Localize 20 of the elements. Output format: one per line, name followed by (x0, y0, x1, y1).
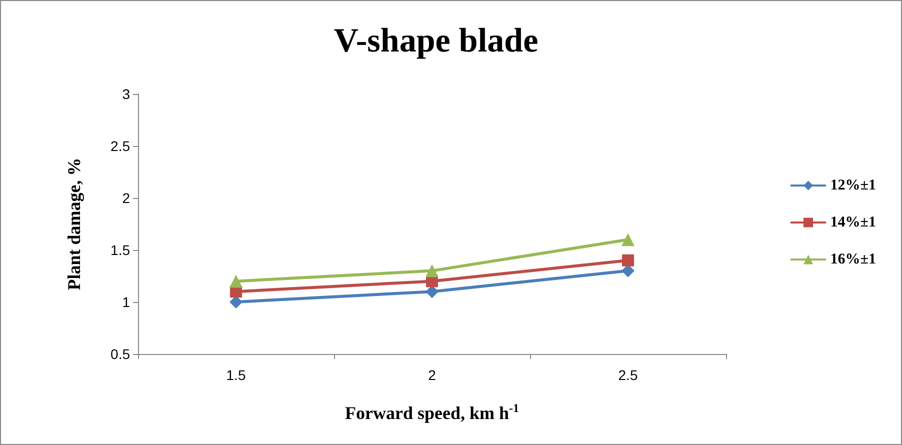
y-tick-label: 2 (122, 190, 130, 206)
y-axis-title: Plant damage, % (64, 158, 84, 290)
y-tick-label: 2.5 (110, 138, 130, 154)
point (622, 264, 634, 278)
y-tick-label: 1.5 (110, 242, 130, 258)
legend-label: 16%±1 (830, 252, 876, 268)
point (622, 254, 634, 266)
x-tick-label: 2 (428, 367, 436, 383)
x-tick-label: 1.5 (226, 367, 246, 383)
point (230, 274, 242, 288)
x-tick-label: 2.5 (618, 367, 638, 383)
point (426, 264, 438, 278)
chart-title: V-shape blade (334, 22, 538, 60)
y-tick-label: 3 (122, 86, 130, 102)
point (426, 285, 438, 298)
legend-label: 14%±1 (830, 214, 876, 230)
legend-label: 12%±1 (830, 178, 876, 194)
y-tick-label: 0.5 (110, 346, 130, 362)
point (622, 233, 634, 246)
y-tick-label: 1 (122, 294, 130, 310)
